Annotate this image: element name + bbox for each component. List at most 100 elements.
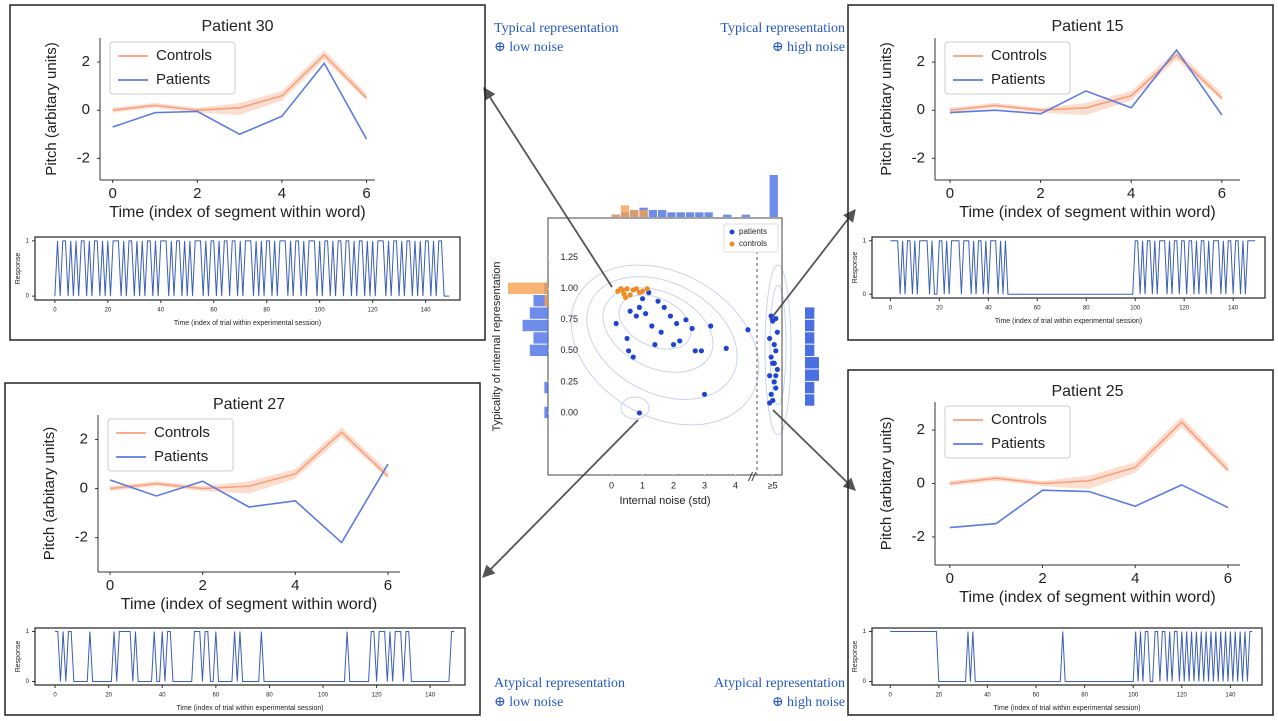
x-tick-label: 60 — [1033, 693, 1040, 699]
x-histogram-bar — [723, 214, 732, 217]
point — [639, 288, 646, 294]
y-histogram-bar — [805, 394, 815, 406]
series-line — [949, 420, 1229, 485]
response-line — [54, 240, 450, 297]
x-tick-label: 4 — [733, 480, 738, 490]
y-histogram-bar — [508, 282, 548, 294]
point — [745, 327, 751, 333]
y-tick-label: 0 — [863, 292, 867, 298]
x-tick-label: 80 — [266, 693, 273, 699]
point — [661, 304, 667, 310]
y-histogram-bar — [805, 344, 815, 357]
point — [633, 286, 639, 292]
y-tick-label: 0.50 — [560, 345, 578, 355]
y-tick-label: 2 — [80, 431, 88, 448]
x-tick-label: 80 — [1083, 306, 1090, 312]
legend-swatch — [729, 241, 735, 247]
point — [677, 338, 683, 344]
x-axis-label: Internal noise (std) — [619, 495, 710, 507]
legend-label: Controls — [991, 47, 1047, 64]
x-histogram-bar — [676, 212, 685, 217]
y-tick-label: 2 — [82, 53, 90, 70]
x-axis-label: Time (index of trial within experimental… — [174, 320, 321, 327]
arrow — [769, 209, 856, 321]
series-line — [949, 53, 1223, 112]
point — [655, 298, 661, 304]
x-tick-label: 0 — [946, 185, 954, 202]
x-histogram-bar — [769, 175, 778, 217]
x-tick-label: 140 — [1225, 693, 1236, 699]
x-tick-label: 140 — [421, 308, 432, 314]
point — [773, 348, 779, 354]
x-tick-label: 4 — [278, 185, 286, 202]
point — [768, 391, 774, 397]
x-tick-label: 40 — [157, 308, 164, 314]
point — [774, 329, 780, 335]
point — [674, 320, 680, 327]
legend-label: Controls — [154, 424, 210, 441]
y-tick-label: -2 — [77, 149, 90, 166]
legend-box — [944, 405, 1071, 459]
y-tick-label: 1.00 — [560, 283, 578, 293]
point — [692, 348, 698, 354]
series-line — [109, 463, 389, 544]
annotation: Typical representation — [494, 21, 619, 36]
x-tick-label: 6 — [384, 577, 392, 594]
x-tick-label: 120 — [1177, 693, 1188, 699]
legend-label: patients — [739, 227, 767, 236]
arrow — [772, 409, 856, 491]
chart-title: Patient 15 — [1051, 18, 1123, 35]
y-tick-label: -2 — [912, 528, 925, 545]
x-tick-label: 80 — [263, 308, 270, 314]
point — [708, 323, 714, 329]
x-axis-label: Time (index of segment within word) — [121, 596, 377, 613]
y-histogram-bar — [544, 381, 548, 394]
point — [636, 304, 643, 310]
x-axis-label: Time (index of trial within experimental… — [995, 318, 1142, 325]
y-histogram-bar — [522, 319, 548, 332]
annotation: ⊕ low noise — [494, 40, 563, 55]
x-tick-label: 0 — [889, 306, 893, 312]
x-axis-label: Time (index of segment within word) — [959, 589, 1215, 606]
y-tick-label: 1 — [863, 238, 867, 244]
x-axis-label: Time (index of trial within experimental… — [176, 705, 323, 712]
y-histogram-bar — [805, 357, 819, 369]
y-tick-label: 0 — [82, 101, 90, 118]
x-histogram-bar — [620, 205, 630, 217]
response-line — [890, 240, 1256, 295]
point — [613, 320, 619, 327]
plot-frame — [871, 627, 1263, 686]
point — [639, 296, 646, 302]
y-axis-label: Response — [852, 252, 859, 284]
x-axis-label: Time (index of segment within word) — [109, 204, 365, 221]
x-histogram-bar — [658, 210, 667, 217]
response-line — [55, 631, 455, 682]
y-tick-label: 2 — [917, 53, 925, 70]
series-line — [112, 61, 368, 140]
point — [698, 348, 705, 354]
point — [643, 310, 649, 317]
legend-box — [944, 41, 1071, 95]
x-tick-label: 120 — [1179, 306, 1190, 312]
x-tick-label: 100 — [1130, 306, 1141, 312]
y-tick-label: 0 — [917, 101, 925, 118]
annotation: Atypical representation — [714, 676, 845, 691]
x-axis-label: Time (index of trial within experimental… — [993, 705, 1140, 712]
plot-frame — [871, 236, 1266, 299]
point — [630, 354, 636, 360]
point — [771, 379, 777, 385]
y-histogram-bar — [805, 332, 815, 344]
legend-box — [107, 418, 234, 472]
x-tick-label: 140 — [425, 693, 436, 699]
y-axis-label: Response — [852, 641, 859, 673]
legend-swatch — [729, 229, 735, 235]
x-tick-label: 60 — [212, 693, 219, 699]
chart-title: Patient 30 — [201, 18, 273, 35]
x-histogram-bar — [630, 210, 639, 217]
x-histogram-bar — [667, 212, 676, 217]
x-tick-label: 4 — [291, 577, 299, 594]
x-histogram-bar — [639, 210, 648, 217]
legend-label: Patients — [154, 448, 208, 465]
x-tick-label: 100 — [318, 693, 329, 699]
